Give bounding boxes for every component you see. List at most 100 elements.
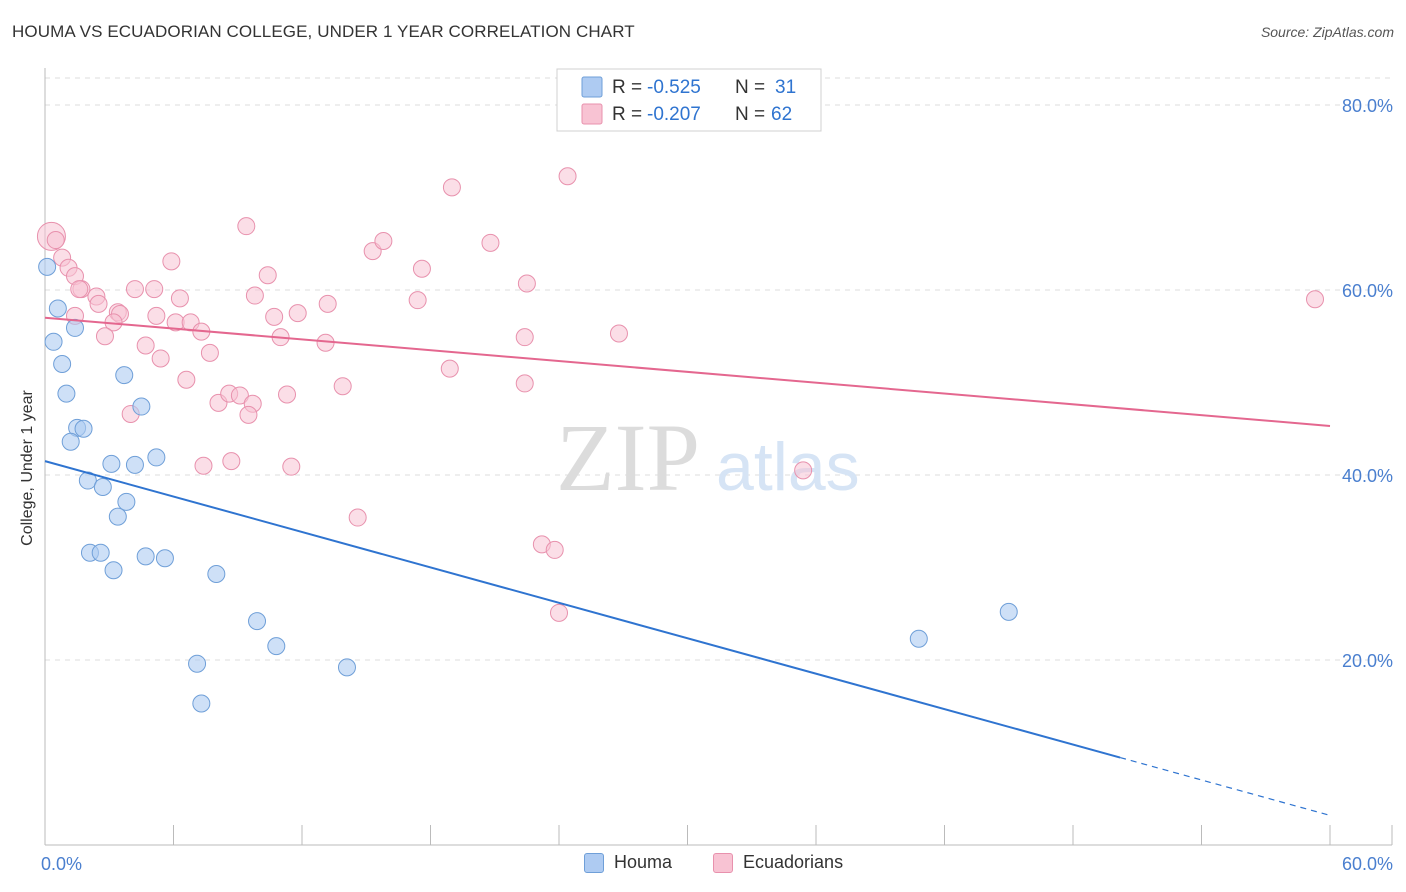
gridlines <box>45 77 1392 661</box>
houma-point <box>132 397 151 416</box>
ecuadorians-point <box>89 294 108 313</box>
houma-point <box>337 658 356 677</box>
ecuadorians-point <box>333 377 352 396</box>
ecuadorians-point <box>70 280 89 299</box>
houma-point <box>147 448 166 467</box>
ecuadorians-point <box>550 603 568 622</box>
houma-point <box>999 602 1018 621</box>
correlation-legend: R = -0.525 N = 31 R = -0.207 N = 62 <box>556 68 822 132</box>
ecuadorians-point <box>318 294 337 313</box>
chart-title: HOUMA VS ECUADORIAN COLLEGE, UNDER 1 YEA… <box>12 22 635 41</box>
y-tick-label: 40.0% <box>1342 466 1393 486</box>
ecuadorians-point <box>230 386 249 405</box>
legend-item-ecuadorians: Ecuadorians <box>713 852 843 873</box>
houma-point <box>57 384 76 403</box>
ecuadorians-point <box>412 259 431 278</box>
houma-point <box>136 547 155 566</box>
ecuadorians-point <box>200 343 219 362</box>
ecuadorians-point <box>222 452 241 471</box>
ecuadorians-point <box>278 385 297 404</box>
trend-lines <box>44 316 1331 816</box>
ecuadorians-point <box>177 370 196 389</box>
ecuadorians-points <box>36 167 1325 622</box>
houma-point <box>248 612 267 631</box>
ecuadorians-point <box>348 508 367 527</box>
houma-point <box>48 299 67 318</box>
ecuadorians-point <box>545 540 564 559</box>
ecuadorians-point <box>794 461 813 480</box>
houma-point <box>44 332 63 351</box>
ecuadorians-point <box>258 266 277 285</box>
ecuadorians-point <box>481 233 500 252</box>
houma-point <box>115 366 134 385</box>
legend-n-value-ecuadorians: 62 <box>771 104 792 125</box>
ecuadorians-point <box>151 349 170 368</box>
houma-point <box>117 492 136 511</box>
houma-point <box>108 507 127 526</box>
legend-n-value-houma: 31 <box>775 77 796 98</box>
houma-point <box>93 478 112 497</box>
houma-points <box>38 257 1018 713</box>
ecuadorians-trend-line <box>44 316 1331 427</box>
ecuadorians-point <box>288 304 307 323</box>
houma-point <box>65 318 84 337</box>
houma-point <box>91 543 110 562</box>
legend-r-value-houma: -0.525 <box>647 77 701 98</box>
ecuadorians-point <box>517 274 536 293</box>
houma-point <box>53 355 72 373</box>
houma-trend-line <box>44 460 1121 759</box>
houma-point <box>38 257 57 276</box>
houma-point <box>61 432 80 451</box>
legend-r-label-houma: R = <box>612 77 642 98</box>
ecuadorians-point <box>265 307 284 326</box>
legend-n-label-ecuadorians: N = <box>735 104 765 125</box>
houma-point <box>125 455 144 474</box>
ecuadorians-point <box>442 178 461 197</box>
legend-r-label-ecuadorians: R = <box>612 104 642 125</box>
houma-swatch <box>584 852 604 873</box>
legend-label-ecuadorians: Ecuadorians <box>743 852 844 872</box>
watermark-zip: ZIP <box>556 404 700 511</box>
legend-n-label-houma: N = <box>735 77 765 98</box>
ecuadorians-point <box>374 231 393 250</box>
ecuadorians-point <box>162 252 181 271</box>
houma-trend-extension <box>1119 756 1331 816</box>
ecuadorians-point <box>194 456 213 475</box>
ecuadorians-point <box>282 457 301 476</box>
tick-labels: 20.0% 40.0% 60.0% 80.0% 0.0% 60.0% <box>41 96 1393 874</box>
ecuadorians-point <box>125 280 144 299</box>
y-tick-label: 60.0% <box>1342 281 1393 301</box>
ecuadorians-point <box>136 336 155 355</box>
ecuadorians-point <box>245 286 264 305</box>
y-tick-label: 20.0% <box>1342 651 1393 671</box>
x-tick-label: 0.0% <box>41 854 82 874</box>
ecuadorians-point <box>239 405 258 424</box>
source-credit: Source: ZipAtlas.com <box>1260 24 1394 40</box>
y-tick-label: 80.0% <box>1342 96 1393 116</box>
watermark-atlas: atlas <box>716 429 860 505</box>
legend-label-houma: Houma <box>614 852 673 872</box>
ecuadorians-point <box>1306 290 1325 309</box>
ecuadorians-point <box>147 306 166 325</box>
houma-point <box>188 654 207 673</box>
x-tick-label: 60.0% <box>1342 854 1393 874</box>
houma-point <box>267 637 286 656</box>
houma-point <box>155 549 174 568</box>
ecuadorians-point <box>46 231 65 250</box>
houma-point <box>102 454 121 473</box>
watermark: ZIP atlas <box>556 404 860 511</box>
legend-r-value-ecuadorians: -0.207 <box>647 104 701 125</box>
ecuadorians-point <box>515 328 534 347</box>
houma-point <box>909 629 928 648</box>
houma-point <box>74 419 93 438</box>
ecuadorians-swatch <box>713 852 733 873</box>
ecuadorians-point <box>170 289 189 308</box>
ecuadorians-point <box>408 291 427 310</box>
ecuadorians-point <box>145 280 164 299</box>
ecuadorians-point <box>558 167 577 186</box>
houma-point <box>192 694 211 713</box>
ecuadorians-point <box>440 359 459 378</box>
legend-item-houma: Houma <box>584 852 672 873</box>
axes <box>44 68 1393 846</box>
